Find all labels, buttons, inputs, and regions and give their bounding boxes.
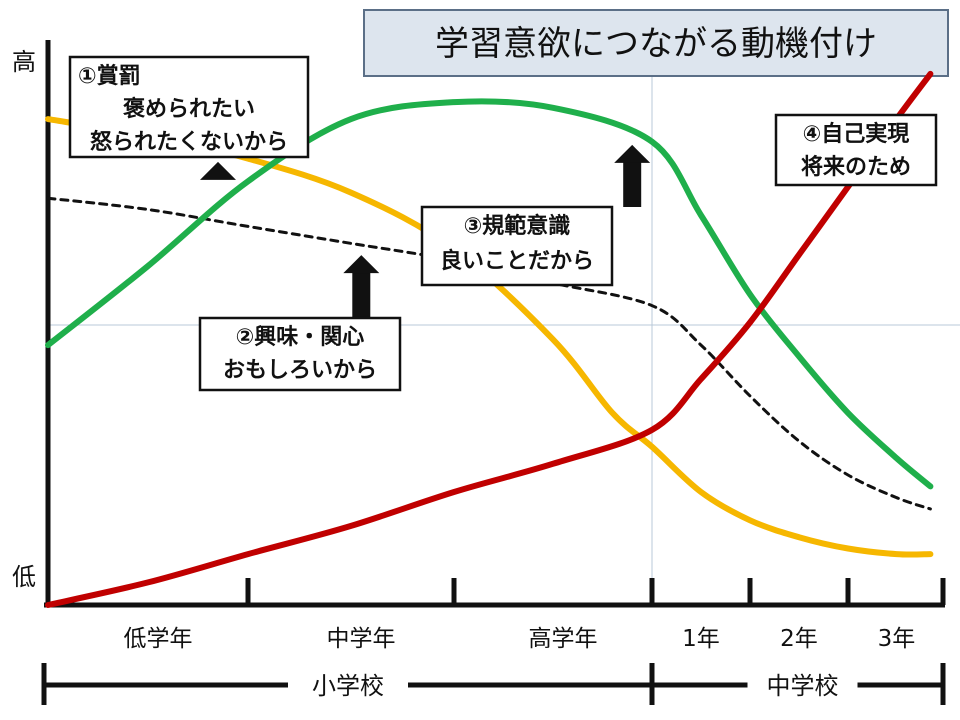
callout-arrow (200, 161, 236, 180)
callout-text: 怒られたくないから (90, 129, 288, 155)
callout-text: 褒められたい (122, 96, 255, 122)
y-axis-high-label: 高 (12, 48, 36, 76)
callout-text: 良いことだから (440, 248, 594, 274)
x-category-label: 高学年 (529, 626, 598, 652)
arrow-head (200, 161, 236, 180)
chart-title: 学習意欲につながる動機付け (435, 24, 877, 64)
group-label: 中学校 (767, 672, 839, 700)
series-line (45, 98, 934, 490)
callout-text: ①賞罰 (78, 63, 141, 89)
x-category-label: 低学年 (124, 626, 193, 652)
title-box (363, 9, 949, 77)
callout-text: 将来のため (801, 154, 911, 180)
callout-text: ③規範意識 (464, 213, 571, 239)
callout-box (420, 205, 614, 287)
x-category-label: 3年 (878, 626, 916, 652)
callout-text: ④自己実現 (803, 121, 910, 147)
callout-text: ②興味・関心 (236, 325, 365, 350)
callout-box (774, 113, 938, 187)
arrow-head (343, 255, 380, 274)
callout-box (68, 55, 310, 159)
callout-arrow (343, 255, 380, 318)
x-category-label: 2年 (780, 626, 818, 652)
arrow-shaft (352, 271, 371, 318)
series-line (46, 196, 932, 511)
series-line (45, 70, 934, 608)
y-axis-low-label: 低 (12, 563, 36, 591)
x-category-label: 1年 (682, 626, 720, 652)
callout-arrow (614, 144, 651, 207)
arrow-shaft (623, 160, 642, 207)
x-category-label: 中学年 (327, 626, 396, 652)
group-label: 小学校 (312, 672, 384, 700)
callout-text: おもしろいから (223, 358, 377, 383)
arrow-head (614, 144, 651, 163)
callout-box (198, 316, 402, 392)
